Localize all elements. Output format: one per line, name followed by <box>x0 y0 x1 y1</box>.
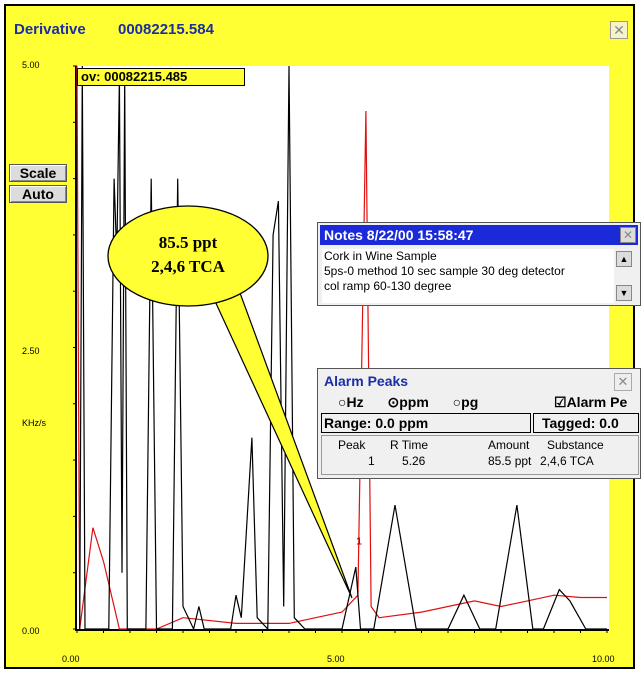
unit-radio-group: ○Hz ⊙ppm ○pg <box>338 394 498 411</box>
scale-button[interactable]: Scale <box>9 164 67 182</box>
window-title: Derivative <box>14 21 86 38</box>
callout-substance: 2,4,6 TCA <box>151 257 225 276</box>
col-header-rtime: R Time <box>390 438 429 452</box>
plot-area <box>75 66 609 631</box>
unit-radio-pg[interactable]: ○pg <box>452 394 479 410</box>
tagged-field: Tagged: 0.0 <box>533 413 639 433</box>
peak-table: Peak R Time Amount Substance 1 5.26 85.5… <box>321 435 639 475</box>
notes-title[interactable]: Notes 8/22/00 15:58:47 <box>320 225 638 245</box>
unit-radio-hz[interactable]: ○Hz <box>338 394 364 410</box>
col-header-amount: Amount <box>488 438 530 452</box>
row-rtime: 5.26 <box>402 454 426 468</box>
x-tick-0: 0.00 <box>62 654 80 664</box>
unit-radio-hz-label: Hz <box>346 394 364 410</box>
col-header-substance: Substance <box>547 438 604 452</box>
alarm-checkbox[interactable]: ☑Alarm Pe <box>554 394 628 410</box>
notes-panel: Notes 8/22/00 15:58:47 ✕ Cork in Wine Sa… <box>317 222 641 306</box>
row-amount: 85.5 ppt <box>488 454 532 468</box>
col-header-peak: Peak <box>338 438 366 452</box>
y-tick-mid: 2.50 <box>22 346 40 356</box>
notes-text[interactable]: Cork in Wine Sample 5ps-0 method 10 sec … <box>322 249 614 303</box>
close-icon[interactable]: ✕ <box>620 227 636 243</box>
series-line-overlay <box>76 65 607 630</box>
y-axis-unit: KHz/s <box>22 418 47 428</box>
callout-joint <box>207 288 237 300</box>
close-icon[interactable]: ✕ <box>610 21 628 39</box>
x-tick-5: 5.00 <box>327 654 345 664</box>
unit-radio-ppm[interactable]: ⊙ppm <box>387 394 429 410</box>
window-file-id: 00082215.584 <box>118 21 214 38</box>
alarm-peaks-panel: Alarm Peaks ✕ ○Hz ⊙ppm ○pg ☑Alarm Pe Ran… <box>317 368 641 479</box>
callout-balloon <box>107 205 269 307</box>
unit-radio-ppm-label: ppm <box>399 394 429 410</box>
row-substance: 2,4,6 TCA <box>540 454 594 468</box>
auto-button[interactable]: Auto <box>9 185 67 203</box>
callout-amount: 85.5 ppt <box>158 233 218 252</box>
range-field: Range: 0.0 ppm <box>321 413 531 433</box>
close-icon[interactable]: ✕ <box>614 373 632 391</box>
y-tick-max: 5.00 <box>22 60 40 70</box>
notes-line: 5ps-0 method 10 sec sample 30 deg detect… <box>324 264 565 278</box>
peak-marker-label: 1 <box>356 537 362 548</box>
unit-radio-pg-label: pg <box>461 394 479 410</box>
notes-line: col ramp 60-130 degree <box>324 279 452 293</box>
row-peak: 1 <box>368 454 375 468</box>
notes-line: Cork in Wine Sample <box>324 249 437 263</box>
overlay-file-label: ov: 00082215.485 <box>77 68 245 86</box>
x-tick-10: 10.00 <box>592 654 615 664</box>
scroll-up-icon[interactable]: ▲ <box>616 251 632 267</box>
y-tick-min: 0.00 <box>22 626 40 636</box>
series-line-derivative <box>79 65 607 631</box>
alarm-peaks-title: Alarm Peaks <box>324 373 409 389</box>
scroll-down-icon[interactable]: ▼ <box>616 285 632 301</box>
alarm-checkbox-label: Alarm Pe <box>566 394 628 410</box>
